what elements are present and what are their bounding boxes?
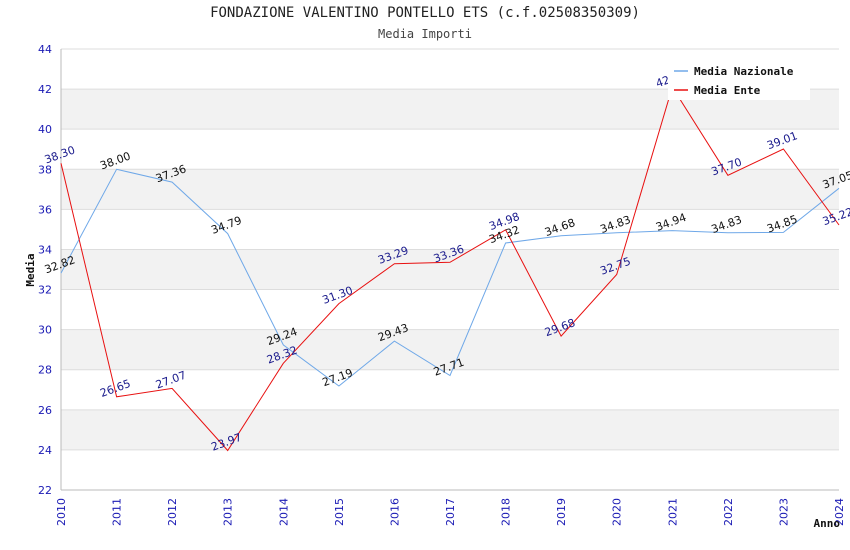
x-tick-label: 2013 (222, 498, 235, 526)
x-tick-label: 2022 (722, 498, 735, 526)
x-tick-label: 2011 (111, 498, 124, 526)
y-tick-label: 26 (38, 404, 52, 417)
x-tick-label: 2020 (611, 498, 624, 526)
series-line-ente (60, 85, 840, 452)
grid-band (61, 409, 839, 450)
x-tick-label: 2014 (277, 498, 290, 526)
x-tick-label: 2017 (444, 498, 457, 526)
data-label-ente: 38.30 (43, 143, 77, 166)
y-tick-label: 38 (38, 163, 52, 176)
y-tick-label: 36 (38, 203, 52, 216)
data-label-ente: 26.65 (98, 377, 132, 400)
grid-bands (61, 89, 839, 450)
y-tick-label: 40 (38, 123, 52, 136)
y-tick-label: 24 (38, 444, 52, 457)
x-tick-label: 2018 (500, 498, 513, 526)
axes (60, 49, 839, 491)
y-tick-label: 28 (38, 364, 52, 377)
y-tick-label: 30 (38, 324, 52, 337)
x-tick-label: 2023 (777, 498, 790, 526)
x-tick-label: 2019 (555, 498, 568, 526)
y-axis-label: Media (24, 253, 37, 286)
grid-band (61, 329, 839, 370)
x-tick-label: 2015 (333, 498, 346, 526)
y-tick-label: 32 (38, 284, 52, 297)
y-tick-label: 44 (38, 43, 52, 56)
data-label-nazionale: 34.79 (209, 214, 243, 237)
x-tick-label: 2016 (388, 498, 401, 526)
chart-subtitle: Media Importi (378, 27, 472, 41)
data-label-ente: 39.01 (765, 129, 799, 152)
chart-title: FONDAZIONE VALENTINO PONTELLO ETS (c.f.0… (210, 5, 640, 21)
legend: Media Nazionale Media Ente (668, 58, 810, 100)
series-lines (60, 85, 840, 452)
legend-background (668, 58, 810, 100)
legend-label-nazionale: Media Nazionale (694, 65, 794, 78)
grid-band (61, 169, 839, 210)
y-tick-label: 22 (38, 484, 52, 497)
y-ticks: 22 24 26 28 30 32 34 36 38 40 42 44 (38, 43, 52, 497)
legend-label-ente: Media Ente (694, 84, 761, 97)
x-ticks: 2010 2011 2012 2013 2014 2015 2016 2017 2018 2019… (55, 498, 846, 526)
x-tick-label: 2024 (833, 498, 846, 526)
grid-band (61, 249, 839, 290)
x-tick-label: 2021 (666, 498, 679, 526)
y-tick-label: 34 (38, 243, 52, 256)
y-tick-label: 42 (38, 83, 52, 96)
x-axis-label: Anno (814, 517, 841, 530)
series-line-nazionale (60, 168, 840, 387)
x-tick-label: 2012 (166, 498, 179, 526)
x-tick-label: 2010 (55, 498, 68, 526)
